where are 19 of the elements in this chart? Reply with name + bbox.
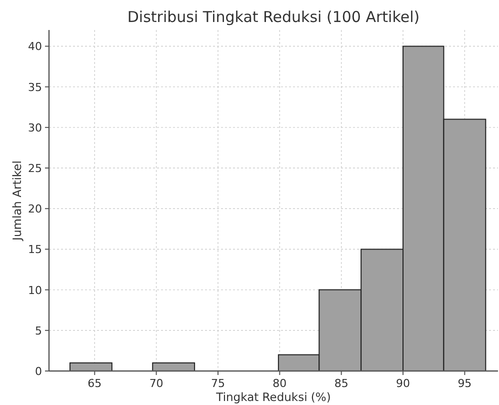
y-tick-label: 0 [35,365,42,378]
y-tick-label: 30 [28,121,42,134]
x-tick-label: 70 [149,377,164,390]
y-tick-label: 10 [28,284,42,297]
y-tick-label: 5 [35,324,42,338]
x-tick-label: 80 [272,377,287,390]
x-tick-label: 90 [396,377,410,390]
x-tick-label: 85 [334,377,348,390]
y-tick-label: 20 [28,202,42,216]
x-tick-label: 95 [458,377,472,390]
y-tick-label: 40 [28,40,42,54]
y-tick-label: 15 [28,243,42,256]
y-tick-label: 35 [28,80,42,94]
x-tick-label: 75 [210,377,225,390]
x-axis-title: Tingkat Reduksi (%) [215,390,331,404]
y-axis-title: Jumlah Artikel [10,160,24,242]
x-tick-label: 65 [88,377,102,390]
chart-title: Distribusi Tingkat Reduksi (100 Artikel) [127,8,420,26]
y-tick-label: 25 [28,162,42,176]
